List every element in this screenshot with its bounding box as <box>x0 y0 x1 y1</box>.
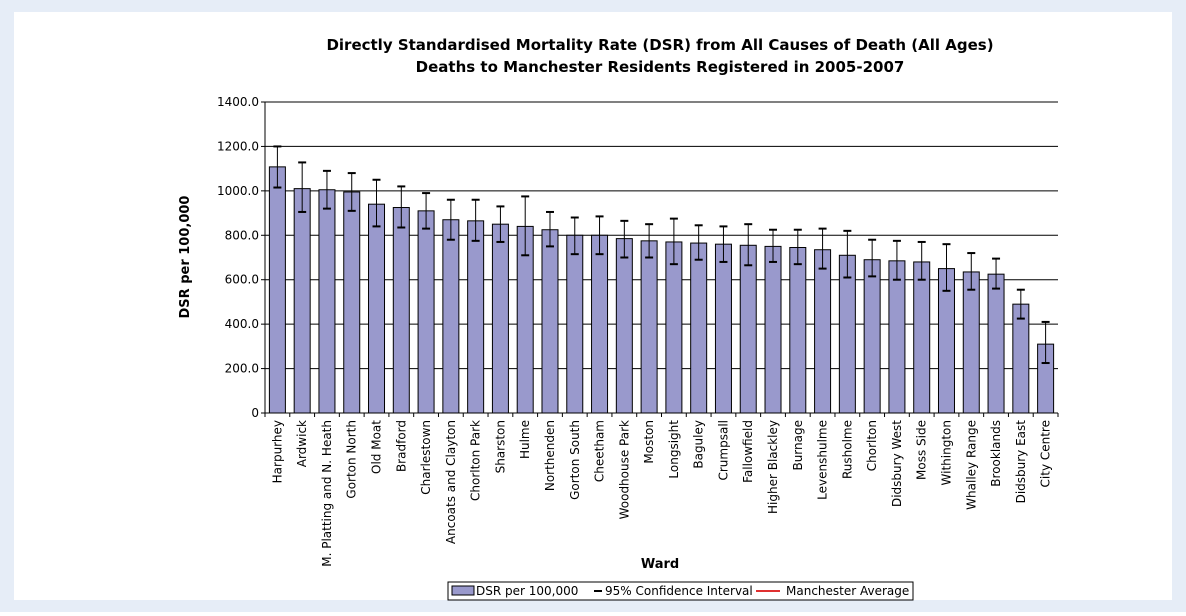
y-tick-label: 400.0 <box>225 317 259 331</box>
bar <box>318 189 336 414</box>
bar <box>764 245 782 414</box>
bar <box>739 244 757 414</box>
y-tick-label: 1400.0 <box>217 95 259 109</box>
bar <box>467 220 485 414</box>
x-tick-label: Didsbury East <box>1014 420 1028 504</box>
bar <box>987 273 1005 414</box>
bar <box>442 219 460 414</box>
x-tick-label: Withington <box>939 420 953 485</box>
y-tick-label: 1200.0 <box>217 139 259 153</box>
x-tick-label: Ancoats and Clayton <box>444 420 458 544</box>
x-tick-label: Cheetham <box>593 420 607 482</box>
bar <box>962 271 980 414</box>
y-tick-label: 800.0 <box>225 228 259 242</box>
bar <box>566 234 584 414</box>
x-tick-label: Harpurhey <box>270 420 284 483</box>
x-tick-label: Rusholme <box>840 420 854 479</box>
bar <box>789 247 807 414</box>
x-tick-label: Gorton North <box>345 420 359 499</box>
x-tick-label: Longsight <box>667 420 681 479</box>
bar <box>838 254 856 414</box>
bar <box>615 238 633 414</box>
x-tick-label: City Centre <box>1039 420 1053 487</box>
y-axis-label: DSR per 100,000 <box>178 196 193 319</box>
x-tick-label: Moston <box>642 420 656 464</box>
x-tick-label: Ardwick <box>295 420 309 467</box>
chart-title: Deaths to Manchester Residents Registere… <box>416 58 905 76</box>
x-tick-label: Old Moat <box>370 420 384 474</box>
x-tick-label: Hulme <box>518 420 532 459</box>
bar <box>888 260 906 414</box>
x-tick-label: Bradford <box>394 420 408 472</box>
y-tick-label: 0 <box>251 406 259 420</box>
legend-label: DSR per 100,000 <box>476 584 578 598</box>
bar <box>392 207 410 414</box>
bar <box>491 223 509 414</box>
y-tick-label: 600.0 <box>225 273 259 287</box>
x-tick-label: Brooklands <box>989 420 1003 487</box>
x-tick-label: Gorton South <box>568 420 582 500</box>
bar <box>1012 303 1030 414</box>
bar <box>343 191 361 414</box>
x-tick-label: Didsbury West <box>890 420 904 507</box>
x-tick-label: Charlestown <box>419 420 433 495</box>
legend-swatch <box>451 585 475 596</box>
x-tick-label: Crumpsall <box>716 420 730 481</box>
bar <box>665 241 683 414</box>
legend-label: Manchester Average <box>786 584 909 598</box>
x-tick-label: Chorlton Park <box>469 420 483 501</box>
x-tick-label: Higher Blackley <box>766 420 780 514</box>
x-tick-label: Sharston <box>493 420 507 473</box>
bar <box>417 210 435 414</box>
x-tick-label: M. Platting and N. Heath <box>320 420 334 567</box>
x-tick-label: Northenden <box>543 420 557 491</box>
x-tick-label: Levenshulme <box>816 420 830 500</box>
bar <box>293 188 311 414</box>
bar <box>268 166 286 414</box>
y-tick-label: 200.0 <box>225 362 259 376</box>
legend-label: 95% Confidence Interval <box>605 584 753 598</box>
y-tick-label: 1000.0 <box>217 184 259 198</box>
bar <box>640 240 658 414</box>
x-tick-label: Baguley <box>692 420 706 469</box>
bar <box>913 261 931 414</box>
chart-title: Directly Standardised Mortality Rate (DS… <box>326 36 993 54</box>
legend-box <box>447 581 914 601</box>
x-tick-label: Moss Side <box>915 420 929 480</box>
bar <box>814 249 832 414</box>
bar <box>368 203 386 414</box>
x-tick-label: Fallowfield <box>741 420 755 483</box>
x-tick-label: Woodhouse Park <box>617 420 631 519</box>
bar <box>863 259 881 414</box>
bar <box>541 229 559 414</box>
x-tick-label: Chorlton <box>865 420 879 471</box>
x-tick-label: Burnage <box>791 420 805 471</box>
bar <box>591 234 609 414</box>
bar <box>714 243 732 414</box>
x-axis-label: Ward <box>641 557 679 572</box>
x-tick-label: Whalley Range <box>964 420 978 510</box>
bar <box>690 242 708 414</box>
